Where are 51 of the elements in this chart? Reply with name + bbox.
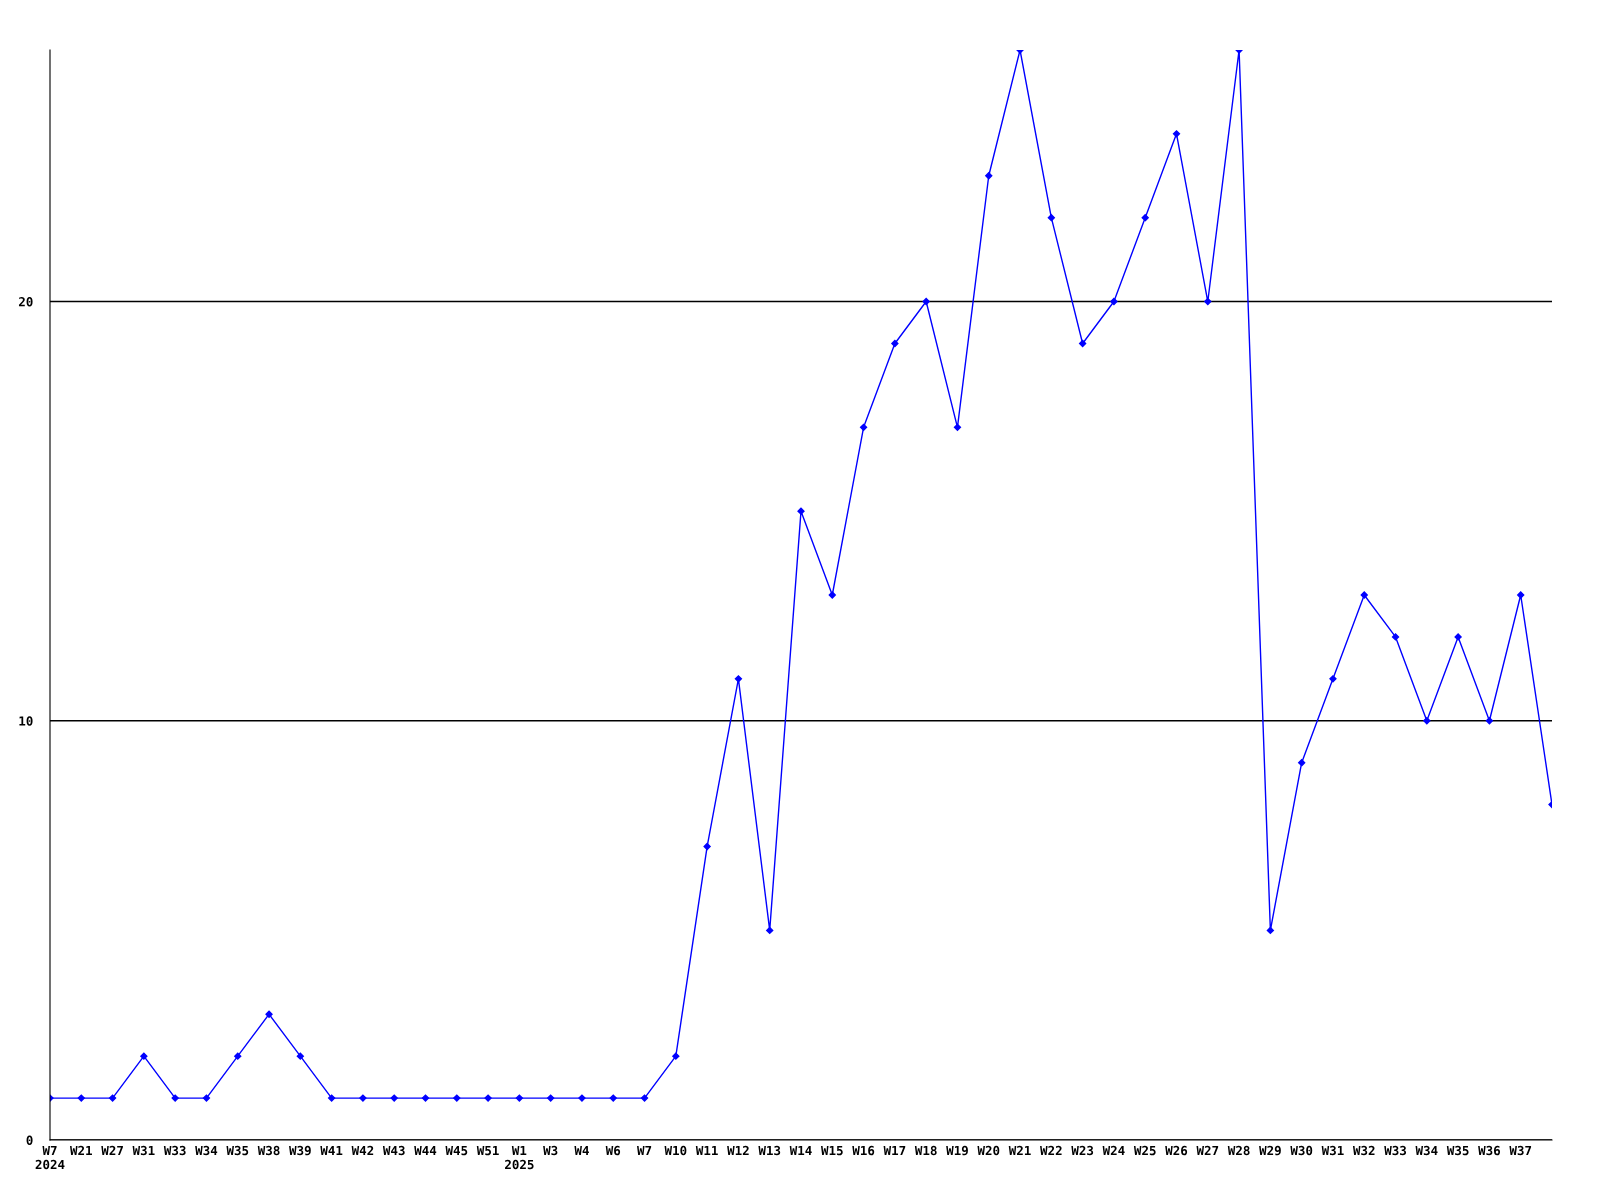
x-tick-label: W44: [414, 1145, 437, 1156]
x-tick-label: W22: [1040, 1145, 1062, 1156]
x-tick-label: W43: [382, 1145, 405, 1156]
x-tick-label: W26: [1165, 1145, 1188, 1156]
x-tick-label: W25: [1133, 1145, 1156, 1156]
x-tick-label: W27: [1196, 1145, 1219, 1156]
x-tick-label: W23: [1071, 1145, 1094, 1156]
x-tick-label: W41: [320, 1145, 343, 1156]
x-tick-label: W29: [1259, 1145, 1281, 1156]
x-tick-label: W38: [257, 1145, 280, 1156]
x-tick-label: W45: [445, 1145, 468, 1156]
y-tick-label: 20: [18, 297, 33, 307]
x-tick-label: W7: [637, 1145, 652, 1156]
y-tick-label: 0: [26, 1135, 33, 1145]
x-tick-label: W34: [195, 1145, 218, 1156]
x-tick-label: W30: [1290, 1145, 1313, 1156]
x-tick-label: W6: [605, 1145, 621, 1156]
x-tick-label: W14: [789, 1145, 812, 1156]
y-tick-label: 10: [19, 716, 33, 726]
x-tick-label: W11: [695, 1145, 718, 1156]
x-tick-label: W12: [727, 1145, 749, 1156]
x-tick-label: W42: [351, 1145, 374, 1156]
x-tick-label: W35: [1446, 1145, 1469, 1156]
x-tick-label: W35: [226, 1145, 249, 1156]
x-tick-label: W39: [289, 1145, 311, 1156]
x-tick-label: W21: [1008, 1145, 1031, 1156]
x-tick-label: W21: [70, 1145, 92, 1156]
x-tick-label: W31: [132, 1145, 155, 1156]
x-tick-label: W19: [946, 1145, 968, 1156]
x-tick-label: W13: [758, 1145, 781, 1156]
x-tick-label: W27: [101, 1145, 123, 1156]
x-tick-label: W10: [664, 1145, 687, 1156]
x-tick-label: W33: [163, 1145, 186, 1156]
x-tick-label: W31: [1321, 1145, 1344, 1156]
x-tick-label: W7 2024: [35, 1145, 65, 1170]
x-tick-label: W15: [821, 1145, 843, 1156]
x-tick-label: W37: [1509, 1145, 1532, 1156]
x-tick-label: W32: [1352, 1145, 1375, 1156]
x-tick-label: W18: [914, 1145, 937, 1156]
x-tick-label: W28: [1227, 1145, 1250, 1156]
x-tick-label: W3: [543, 1145, 558, 1156]
x-tick-label: W20: [977, 1145, 1000, 1156]
x-tick-label: W4: [574, 1145, 589, 1156]
x-tick-label: W33: [1384, 1145, 1407, 1156]
x-tick-label: W1 2025: [505, 1145, 534, 1170]
x-tick-label: W51: [476, 1145, 499, 1156]
x-tick-label: W24: [1102, 1145, 1125, 1156]
x-tick-label: W16: [852, 1145, 875, 1156]
x-tick-label: W17: [883, 1145, 906, 1156]
x-tick-label: W34: [1415, 1145, 1438, 1156]
x-tick-label: W36: [1478, 1145, 1501, 1156]
